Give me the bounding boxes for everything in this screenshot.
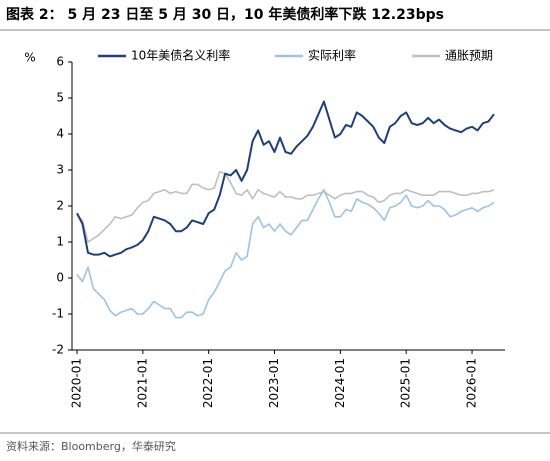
y-tick-label: -1 xyxy=(52,307,64,321)
series-line xyxy=(76,100,495,258)
x-tick-label: 2023-01 xyxy=(267,358,281,408)
series-line xyxy=(76,189,495,319)
y-tick-label: 5 xyxy=(56,91,64,105)
legend-label: 实际利率 xyxy=(308,48,356,63)
chart-title: 图表 2： 5 月 23 日至 5 月 30 日，10 年美债利率下跌 12.2… xyxy=(6,6,444,23)
y-tick-label: 3 xyxy=(56,163,64,177)
legend-label: 通胀预期 xyxy=(445,49,493,63)
y-tick-label: 6 xyxy=(56,55,64,69)
x-tick-label: 2020-01 xyxy=(70,358,84,408)
x-tick-label: 2022-01 xyxy=(201,358,215,408)
x-tick-label: 2025-01 xyxy=(399,358,413,408)
y-tick-label: -2 xyxy=(52,343,64,357)
x-tick-label: 2026-01 xyxy=(465,358,479,408)
y-tick-label: 4 xyxy=(56,127,64,141)
y-tick-label: 1 xyxy=(56,235,64,249)
x-tick-label: 2024-01 xyxy=(333,358,347,408)
series-line xyxy=(76,171,495,243)
x-tick-label: 2021-01 xyxy=(135,358,149,408)
y-tick-label: 0 xyxy=(56,271,64,285)
source: 资料来源：Bloomberg，华泰研究 xyxy=(6,439,176,453)
y-tick-label: 2 xyxy=(56,199,64,213)
legend-label: 10年美债名义利率 xyxy=(131,48,230,63)
y-unit: % xyxy=(24,51,35,65)
